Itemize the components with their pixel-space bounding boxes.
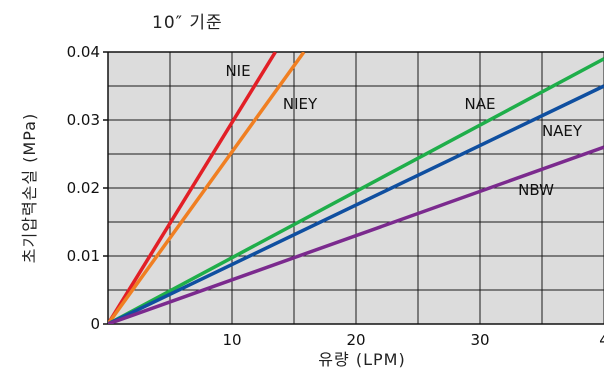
series-label-naey: NAEY xyxy=(542,122,583,140)
chart-subtitle: 10″ 기준 xyxy=(152,13,223,33)
series-line-niey xyxy=(108,52,306,324)
series-label-nbw: NBW xyxy=(518,181,554,199)
series-group xyxy=(108,52,604,324)
x-tick-label: 4 xyxy=(599,331,604,349)
series-label-nie: NIE xyxy=(225,62,250,80)
series-line-nbw xyxy=(108,145,604,324)
series-line-nie xyxy=(108,52,277,324)
y-tick-label: 0 xyxy=(90,315,100,333)
x-tick-label: 20 xyxy=(346,331,365,349)
y-tick-label: 0.04 xyxy=(67,43,100,61)
series-line-nae xyxy=(108,57,604,324)
x-tick-label: 30 xyxy=(470,331,489,349)
x-tick-label: 10 xyxy=(222,331,241,349)
y-tick-label: 0.02 xyxy=(67,179,100,197)
y-tick-label: 0.01 xyxy=(67,247,100,265)
y-tick-label: 0.03 xyxy=(67,111,100,129)
x-axis-label: 유량 (LPM) xyxy=(318,350,406,369)
series-label-niey: NIEY xyxy=(283,95,318,113)
series-label-nae: NAE xyxy=(465,95,496,113)
series-line-naey xyxy=(108,84,604,324)
